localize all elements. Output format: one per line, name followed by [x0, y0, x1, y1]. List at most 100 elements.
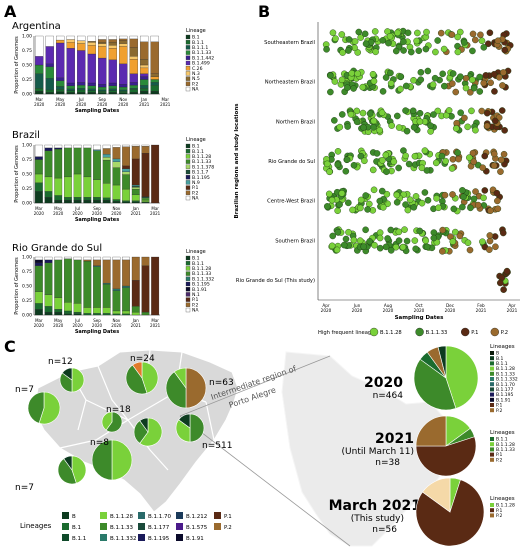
- stacked-bar-segment: [83, 144, 92, 149]
- x-tick-label-year: 2020: [111, 323, 122, 328]
- scatter-point: [483, 122, 491, 130]
- stacked-bar-segment: [83, 199, 92, 204]
- scatter-point: [497, 168, 504, 175]
- y-tick-label: 0.75: [22, 157, 32, 163]
- scatter-point: [327, 72, 334, 79]
- scatter-point: [449, 238, 457, 245]
- pie-legend-swatch: [490, 392, 494, 397]
- stacked-bar-segment: [83, 260, 92, 308]
- scatter-point: [494, 197, 501, 205]
- pie-legend-swatch: [490, 361, 494, 366]
- map-pie-slice: [71, 455, 87, 484]
- y-tick-label: 0.00: [22, 201, 32, 207]
- scatter-point: [410, 76, 417, 84]
- legend-label: B.1.91: [192, 287, 207, 293]
- bottom-legend-label: B.1.195: [148, 536, 170, 542]
- scatter-point: [449, 191, 456, 198]
- stacked-bar-segment: [129, 59, 138, 74]
- pie-2020-slice: [445, 345, 479, 409]
- scatter-point: [423, 167, 431, 174]
- scatter-point: [466, 154, 473, 161]
- x-tick-label-year: 2020: [118, 102, 129, 107]
- pie-legend-swatch: [490, 351, 494, 355]
- pie-legend-label: B.1.1.70: [496, 382, 515, 388]
- bottom-legend-label: B.1.1.28: [110, 514, 134, 520]
- y-axis-title: Proportion of Genomes: [14, 36, 20, 94]
- stacked-bar-segment: [44, 191, 53, 198]
- scatter-point: [403, 127, 411, 135]
- scatter-point: [491, 117, 499, 125]
- bottom-legend-label: B.1.91: [186, 536, 204, 542]
- legend-swatch: [185, 50, 191, 55]
- scatter-point: [460, 193, 467, 201]
- stacked-bar-segment: [102, 154, 111, 158]
- scatter-point: [439, 248, 446, 255]
- scatter-point: [452, 125, 460, 132]
- scatter-point: [402, 152, 409, 160]
- map-pie-slice: [57, 458, 77, 485]
- map-pie-slice: [141, 361, 159, 394]
- stacked-bar-segment: [77, 43, 86, 51]
- stacked-bar-segment: [122, 146, 130, 167]
- scatter-point: [471, 36, 479, 44]
- x-tick-label-year: 2021: [150, 211, 161, 216]
- stacked-bar-segment: [108, 82, 117, 87]
- legend-swatch: [185, 292, 191, 297]
- stacked-bar-segment: [122, 171, 130, 175]
- stacked-bar-segment: [66, 42, 75, 49]
- scatter-point: [437, 29, 445, 37]
- legend-swatch: [185, 175, 191, 180]
- legend-label: B.1.1: [192, 261, 204, 267]
- bottom-legend-label: B.1.1.70: [148, 514, 172, 520]
- scatter-point: [334, 148, 342, 155]
- scatter-point: [441, 82, 448, 90]
- y-tick-label: 0.25: [22, 77, 32, 83]
- stacked-bar-segment: [77, 89, 86, 93]
- stacked-bar-segment: [102, 197, 111, 201]
- stacked-bar-segment: [44, 197, 53, 204]
- scatter-point: [366, 238, 374, 245]
- stacked-bar-segment: [141, 152, 150, 197]
- scatter-point: [395, 164, 402, 172]
- bottom-legend-swatch: [100, 523, 107, 530]
- stacked-bar-segment: [129, 85, 138, 89]
- scatter-point: [418, 199, 426, 207]
- legend-label: B.1.195: [192, 175, 210, 181]
- stacked-bar-segment: [129, 88, 138, 90]
- stacked-bar-segment: [93, 179, 101, 198]
- bottom-legend-label: B.1.177: [148, 525, 170, 531]
- scatter-point: [501, 46, 509, 54]
- pie-legend-label: B.1.1.33: [496, 371, 515, 377]
- stacked-bar-segment: [102, 199, 111, 204]
- stacked-bar-segment: [122, 188, 130, 201]
- stacked-bar-segment: [112, 256, 121, 261]
- scatter-point: [369, 70, 377, 78]
- stacked-bar-segment: [83, 307, 92, 314]
- legend-label: C.26: [192, 66, 203, 72]
- scatter-point: [496, 279, 504, 287]
- stacked-bar-segment: [64, 302, 72, 312]
- scatter-point: [469, 47, 476, 55]
- stacked-bar-segment: [73, 303, 82, 313]
- x-tick-label-year: 2020: [34, 102, 45, 107]
- scatter-point: [464, 123, 471, 131]
- stacked-bar-segment: [119, 86, 128, 91]
- x-tick-label-month: Jul: [78, 97, 84, 102]
- map-pie-slice: [105, 411, 123, 433]
- x-tick-label-year: 2020: [53, 211, 64, 216]
- map-pie-slice: [133, 420, 149, 444]
- stacked-bar-segment: [129, 47, 138, 57]
- bottom-legend-swatch: [100, 534, 107, 541]
- legend-swatch: [185, 195, 191, 201]
- y-tick-label: 0.75: [22, 269, 32, 275]
- pie-legend-label: B.1.1.28: [496, 442, 515, 448]
- scatter-point: [421, 189, 429, 196]
- scatter-point: [326, 168, 333, 176]
- legend-swatch: [185, 180, 191, 185]
- scatter-point: [342, 167, 350, 175]
- stacked-bar-segment: [44, 147, 53, 151]
- stacked-bar-segment: [102, 259, 111, 284]
- scatter-point: [387, 226, 395, 234]
- scatter-point: [355, 28, 363, 36]
- bottom-legend-label: P.2: [224, 525, 232, 531]
